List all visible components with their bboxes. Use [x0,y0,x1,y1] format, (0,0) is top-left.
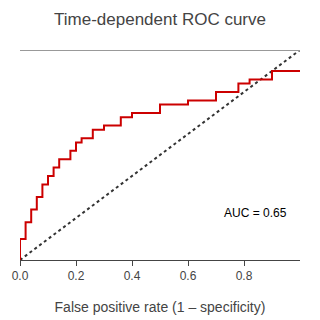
svg-text:False positive rate (1 – speci: False positive rate (1 – specificity) [55,299,266,315]
svg-text:0.0: 0.0 [12,269,29,283]
svg-text:AUC = 0.65: AUC = 0.65 [224,206,287,220]
svg-text:0.2: 0.2 [68,269,85,283]
svg-text:Time-dependent ROC curve: Time-dependent ROC curve [54,10,266,29]
svg-text:0.4: 0.4 [124,269,141,283]
svg-text:0.8: 0.8 [236,269,253,283]
svg-text:0.6: 0.6 [180,269,197,283]
